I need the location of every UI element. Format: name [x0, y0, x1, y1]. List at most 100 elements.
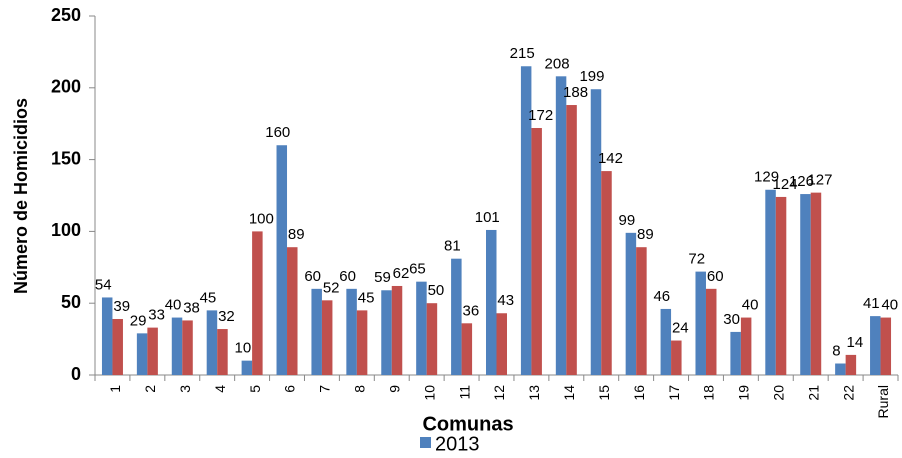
bar [346, 288, 357, 375]
bar [217, 329, 228, 375]
value-label: 50 [428, 282, 445, 299]
value-label: 101 [475, 209, 500, 226]
value-label: 54 [95, 276, 112, 293]
value-label: 45 [358, 289, 375, 306]
bar [845, 354, 857, 375]
bar [705, 288, 717, 375]
bar [870, 316, 881, 375]
value-label: 43 [497, 292, 514, 309]
bar [241, 360, 253, 375]
bar [112, 318, 123, 375]
x-tick-label: 12 [491, 385, 507, 401]
value-label: 60 [304, 268, 321, 285]
value-label: 24 [672, 320, 689, 337]
value-label: 8 [832, 342, 840, 359]
value-label: 160 [265, 124, 290, 141]
x-axis-label: Comunas [422, 413, 513, 435]
bar [311, 288, 322, 375]
x-tick-label: Rural [875, 385, 891, 418]
value-label: 100 [249, 210, 274, 227]
bar [835, 363, 846, 375]
value-label: 99 [619, 212, 636, 229]
value-label: 59 [374, 269, 391, 286]
x-tick-label: 5 [247, 385, 263, 393]
x-tick-label: 17 [666, 385, 682, 401]
value-label: 10 [235, 340, 252, 357]
x-tick-label: 11 [456, 385, 472, 400]
x-tick-label: 19 [736, 385, 752, 401]
bar [206, 310, 218, 375]
x-tick-label: 4 [212, 385, 228, 393]
legend-label: 2013 [435, 433, 480, 455]
value-label: 45 [200, 289, 217, 306]
value-label: 208 [545, 55, 570, 72]
value-label: 14 [847, 334, 864, 351]
value-label: 60 [707, 268, 724, 285]
value-label: 36 [462, 302, 479, 319]
value-label: 40 [742, 297, 759, 314]
value-label: 89 [288, 226, 305, 243]
x-tick-label: 13 [526, 385, 542, 401]
value-label: 30 [723, 311, 740, 328]
value-label: 40 [881, 297, 898, 314]
bar [625, 232, 637, 375]
bar [451, 258, 462, 375]
bar [287, 247, 298, 375]
bar [601, 171, 612, 375]
x-tick-label: 21 [805, 385, 821, 401]
bar [486, 229, 497, 375]
value-label: 188 [563, 84, 588, 101]
value-label: 40 [165, 297, 182, 314]
bar [590, 89, 602, 376]
bar [171, 317, 183, 375]
bar [765, 189, 776, 375]
value-label: 29 [130, 312, 147, 329]
bar [671, 340, 682, 375]
bar [496, 313, 507, 375]
x-tick-label: 2 [142, 385, 158, 393]
bar [426, 303, 438, 375]
y-tick-label: 0 [71, 364, 81, 384]
value-label: 32 [218, 308, 235, 325]
bar [252, 231, 263, 375]
x-tick-label: 16 [631, 385, 647, 401]
value-label: 60 [339, 268, 356, 285]
bar [740, 317, 752, 375]
value-label: 33 [148, 307, 165, 324]
y-axis-label: Número de Homicidios [11, 98, 31, 294]
bar [555, 76, 567, 375]
x-tick-label: 1 [107, 385, 123, 393]
x-tick-label: 3 [177, 385, 193, 393]
value-label: 142 [598, 150, 623, 167]
x-tick-label: 8 [352, 385, 368, 393]
value-label: 62 [393, 265, 410, 282]
bar [101, 297, 113, 375]
bar [531, 128, 542, 375]
bar [695, 271, 706, 375]
value-label: 199 [579, 68, 604, 85]
legend-swatch [420, 437, 431, 448]
value-label: 52 [323, 279, 340, 296]
bar [636, 247, 647, 375]
bar [660, 308, 672, 375]
y-tick-label: 150 [51, 148, 81, 168]
value-label: 39 [113, 298, 130, 315]
value-label: 41 [863, 295, 880, 312]
x-tick-label: 7 [317, 385, 333, 393]
bar [730, 331, 741, 375]
value-label: 126 [789, 173, 814, 190]
x-tick-label: 10 [421, 385, 437, 401]
bar [381, 290, 392, 375]
value-label: 72 [688, 251, 705, 268]
x-tick-label: 22 [840, 385, 856, 401]
bar [276, 145, 288, 375]
value-label: 127 [807, 172, 832, 189]
y-tick-label: 250 [51, 5, 81, 25]
bar [416, 281, 427, 375]
bar [810, 192, 822, 375]
y-tick-label: 200 [51, 77, 81, 97]
bar [566, 105, 577, 376]
bar [880, 317, 892, 375]
value-label: 38 [183, 299, 200, 316]
